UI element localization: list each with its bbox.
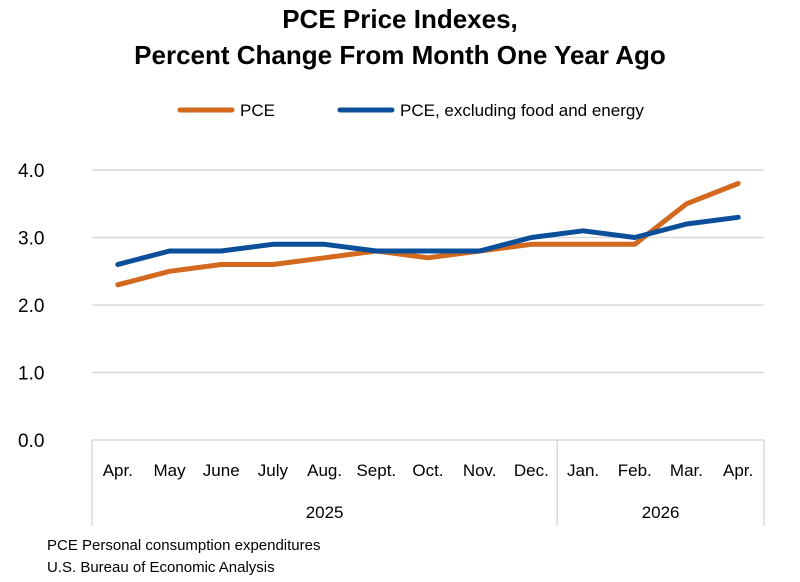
year-group-label: 2025 [306,503,344,522]
x-tick-label: June [203,461,240,480]
footnote-abbreviation: PCE Personal consumption expenditures [47,537,321,554]
x-tick-label: Oct. [412,461,443,480]
x-tick-label: Sept. [356,461,396,480]
x-tick-label: July [258,461,289,480]
y-axis: 0.0 1.0 2.0 3.0 4.0 [18,161,44,452]
gridlines [92,169,764,441]
x-tick-label: Aug. [307,461,342,480]
y-tick-label: 1.0 [18,364,44,385]
x-tick-label: Dec. [514,461,549,480]
x-axis: Apr. May June July Aug. Sept. Oct. Nov. Dec. Jan.… [91,440,765,526]
y-tick-label: 3.0 [18,229,44,250]
legend-label-1: PCE, excluding food and energy [400,101,644,120]
footnote-source: U.S. Bureau of Economic Analysis [47,559,275,576]
y-tick-label: 4.0 [18,161,44,182]
legend: PCE PCE, excluding food and energy [177,101,644,120]
legend-label-0: PCE [240,101,275,120]
x-tick-label: Jan. [567,461,599,480]
x-tick-label: Nov. [463,461,497,480]
series-line-0 [115,181,741,288]
x-tick-label: Feb. [618,461,652,480]
x-tick-label: Mar. [670,461,703,480]
series-lines [115,181,741,288]
y-tick-label: 2.0 [18,296,44,317]
x-tick-label: Apr. [103,461,133,480]
y-tick-label: 0.0 [18,431,44,452]
x-tick-label: May [153,461,186,480]
year-group-label: 2026 [642,503,680,522]
series-line-1 [115,214,741,267]
x-tick-label: Apr. [723,461,753,480]
chart-title-line1: PCE Price Indexes, [282,4,518,34]
chart-title-line2: Percent Change From Month One Year Ago [134,40,666,70]
